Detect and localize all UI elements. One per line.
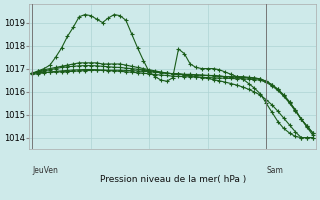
Text: JeuVen: JeuVen — [32, 166, 58, 175]
Text: Pression niveau de la mer( hPa ): Pression niveau de la mer( hPa ) — [100, 175, 246, 184]
Text: Sam: Sam — [266, 166, 283, 175]
